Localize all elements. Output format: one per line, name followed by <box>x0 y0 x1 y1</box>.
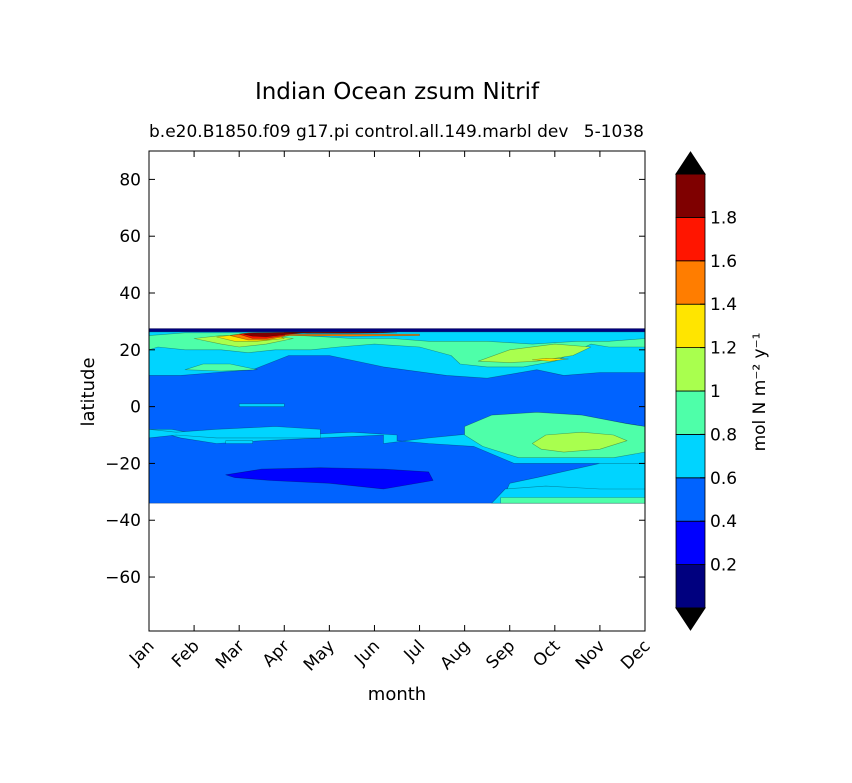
contour-region-17 <box>283 333 420 337</box>
colorbar-band-7 <box>675 260 706 305</box>
x-tick-label-jun: Jun <box>350 636 384 670</box>
x-tick-label-dec: Dec <box>617 636 654 673</box>
colorbar-label-text: mol N m⁻² y⁻¹ <box>750 333 770 452</box>
colorbar-band-4 <box>675 390 706 435</box>
contour-region-13 <box>531 431 628 453</box>
colorbar-band-6 <box>675 303 706 349</box>
y-tick-label-2: 40 <box>119 284 141 304</box>
y-tick-label-0: 80 <box>119 170 141 190</box>
colorbar-tick-label-5: 1.2 <box>710 339 737 359</box>
contour-region-21 <box>225 467 434 490</box>
colorbar-tick-label-2: 0.6 <box>710 469 737 489</box>
x-tick-label-oct: Oct <box>529 636 564 671</box>
y-ticks: 80 60 40 20 0 −20 −40 −60 <box>105 170 645 588</box>
x-tick-label-may: May <box>300 636 339 675</box>
chart-subtitle-left: b.e20.B1850.f09 g17.pi control.all.149.m… <box>149 122 568 142</box>
colorbar-tick-label-6: 1.4 <box>710 295 737 315</box>
x-tick-label-nov: Nov <box>572 636 610 674</box>
contour-region-11 <box>477 343 592 363</box>
y-axis-label: latitude <box>78 357 99 426</box>
contour-region-8 <box>184 363 258 372</box>
colorbar-tick-label-0: 0.2 <box>710 556 737 576</box>
y-tick-label-7: −60 <box>105 568 141 588</box>
x-tick-label-apr: Apr <box>259 636 294 671</box>
colorbar-band-8 <box>675 216 706 262</box>
y-tick-label-4: 0 <box>130 398 141 418</box>
contour-region-15 <box>531 357 569 362</box>
contour-region-19 <box>243 331 312 338</box>
chart-title: Indian Ocean zsum Nitrif <box>255 79 540 105</box>
colorbar-band-0 <box>675 564 706 609</box>
plot-frame <box>148 150 646 632</box>
x-tick-label-mar: Mar <box>212 636 249 673</box>
colorbar-tick-label-4: 1 <box>710 382 721 402</box>
contour-region-10 <box>500 497 645 504</box>
plot-area: Jan Feb Mar Apr May Jun Jul Aug Sep Oct Nov Dec 80 6… <box>105 150 655 675</box>
colorbar-band-1 <box>675 520 706 566</box>
contour-region-3 <box>238 403 285 407</box>
colorbar-band-2 <box>675 477 706 522</box>
colorbar-label: mol N m⁻² y⁻¹ <box>750 333 770 452</box>
x-tick-label-jul: Jul <box>400 636 429 665</box>
colorbar: 0.2 0.4 0.6 0.8 1 1.2 1.4 1.6 1.8 <box>675 151 737 631</box>
colorbar-tick-label-3: 0.8 <box>710 425 737 445</box>
contour-region-6 <box>225 440 253 444</box>
x-axis-label: month <box>368 684 426 705</box>
colorbar-band-5 <box>675 347 706 392</box>
x-tick-label-feb: Feb <box>168 636 203 671</box>
colorbar-tick-label-8: 1.8 <box>710 208 737 228</box>
colorbar-band-3 <box>675 433 706 479</box>
x-tick-label-aug: Aug <box>437 636 475 674</box>
colorbar-under-arrow <box>675 607 706 631</box>
y-tick-label-1: 60 <box>119 227 141 247</box>
y-tick-label-3: 20 <box>119 341 141 361</box>
colorbar-tick-label-1: 0.4 <box>710 512 737 532</box>
colorbar-band-9 <box>675 173 706 218</box>
contour-fill-layer <box>149 328 645 504</box>
contour-region-20 <box>283 331 398 334</box>
contour-region-4 <box>149 426 321 439</box>
x-tick-label-sep: Sep <box>482 636 519 673</box>
chart-subtitle-right: 5-1038 <box>584 122 644 142</box>
y-tick-label-5: −20 <box>105 454 141 474</box>
y-tick-label-6: −40 <box>105 511 141 531</box>
contour-region-22 <box>149 328 645 333</box>
x-tick-label-jan: Jan <box>125 636 158 669</box>
colorbar-over-arrow <box>675 151 706 175</box>
colorbar-tick-label-7: 1.6 <box>710 252 737 272</box>
